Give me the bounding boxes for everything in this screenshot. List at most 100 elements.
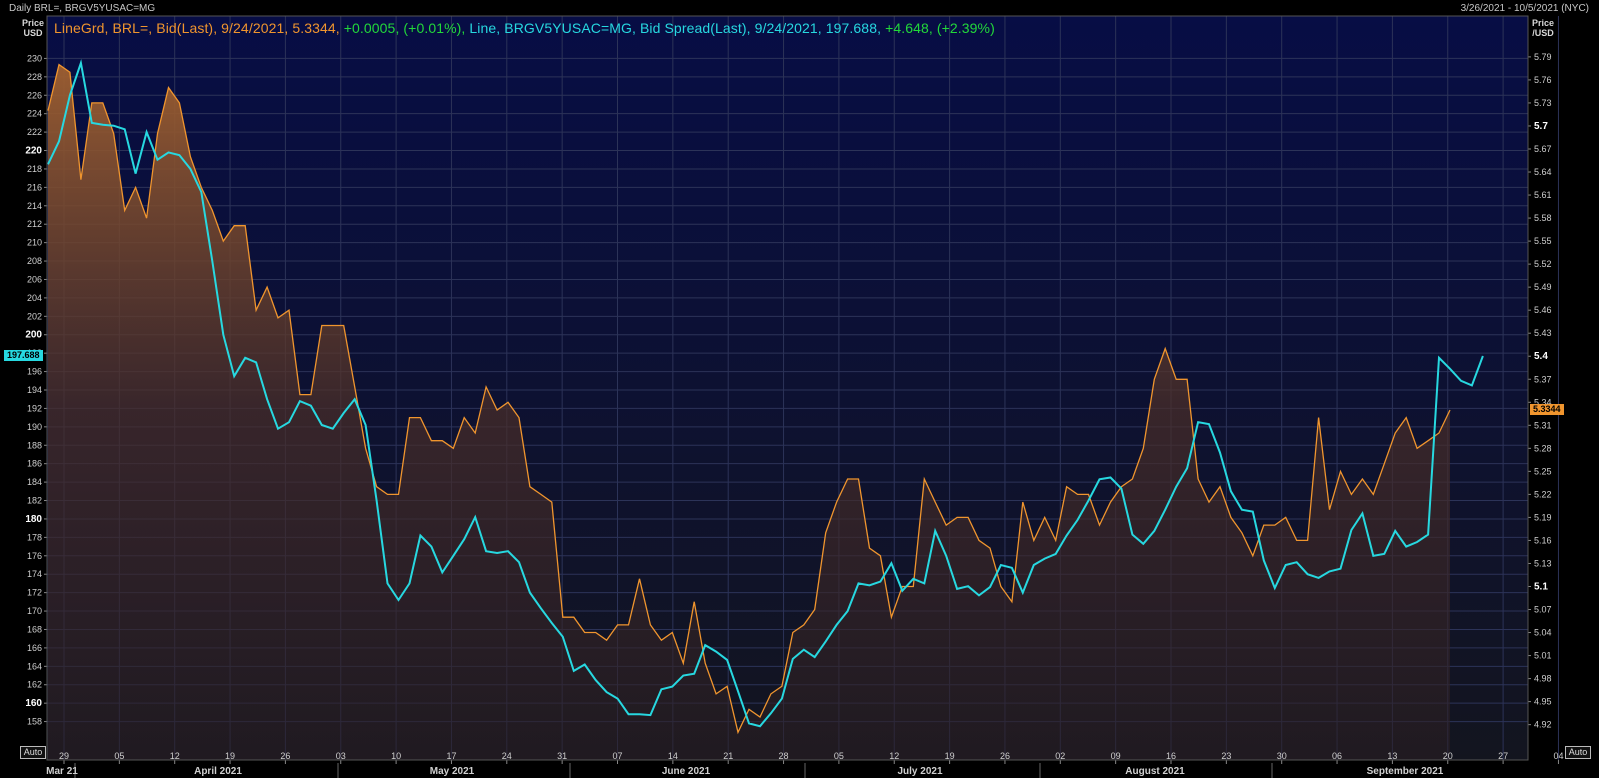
left-tick-label: 226 (27, 90, 42, 100)
right-tick-label: 5.31 (1534, 420, 1552, 430)
left-tick-label: 162 (27, 680, 42, 690)
brl-line (47, 63, 1451, 735)
legend: LineGrd, BRL=, Bid(Last), 9/24/2021, 5.3… (54, 20, 995, 36)
right-tick-label: 5.34 (1534, 397, 1552, 407)
left-tick-label: 228 (27, 72, 42, 82)
x-tick-label: 26 (280, 751, 290, 761)
left-tick-label: 178 (27, 532, 42, 542)
left-tick-label: 206 (27, 274, 42, 284)
left-tick-label: 194 (27, 385, 42, 395)
right-tick-label: 5.16 (1534, 535, 1552, 545)
left-tick-label: 188 (27, 440, 42, 450)
x-tick-label: 06 (1332, 751, 1342, 761)
window-title: Daily BRL=, BRGV5YUSAC=MG (9, 3, 156, 14)
x-tick-label: 02 (1055, 751, 1065, 761)
month-label: April 2021 (194, 766, 242, 777)
right-tick-label: 5.07 (1534, 605, 1552, 615)
left-axis-ticks: 158 160 162 164 166 168 170 172 174 176 178 180 182 1… (25, 53, 47, 727)
left-tick-label: 170 (27, 606, 42, 616)
right-tick-label: 5.67 (1534, 144, 1552, 154)
x-tick-label: 31 (557, 751, 567, 761)
left-tick-label: 180 (25, 514, 42, 525)
x-axis-ticks: 29 05 12 19 26 03 10 17 24 31 07 14 21 28 05 12 19 26 02 09… (59, 751, 1563, 764)
x-tick-label: 14 (668, 751, 678, 761)
auto-scale-left-button[interactable]: Auto (20, 746, 46, 759)
brl-area-fill (48, 64, 1450, 761)
left-tick-label: 190 (27, 422, 42, 432)
title-bar: Daily BRL=, BRGV5YUSAC=MG 3/26/2021 - 10… (0, 0, 1599, 16)
x-tick-label: 17 (446, 751, 456, 761)
right-tick-label: 5.28 (1534, 443, 1552, 453)
right-tick-label: 4.98 (1534, 674, 1552, 684)
x-tick-label: 13 (1387, 751, 1397, 761)
left-tick-label: 214 (27, 201, 42, 211)
brl-area (48, 64, 1450, 761)
right-tick-label: 5.13 (1534, 558, 1552, 568)
right-tick-label: 5.19 (1534, 512, 1552, 522)
right-tick-label: 5.58 (1534, 213, 1552, 223)
x-tick-label: 26 (1000, 751, 1010, 761)
x-tick-label: 30 (1277, 751, 1287, 761)
right-tick-label: 4.95 (1534, 697, 1552, 707)
month-label: August 2021 (1125, 766, 1185, 777)
x-tick-label: 04 (1553, 751, 1563, 761)
left-tick-label: 208 (27, 256, 42, 266)
right-axis-label: Price /USD (1532, 18, 1554, 38)
left-tick-label: 164 (27, 661, 42, 671)
x-tick-label: 19 (945, 751, 955, 761)
left-axis-label-line2: USD (23, 28, 43, 38)
left-axis-label-line1: Price (22, 18, 45, 28)
legend-series-spread: Line, BRGV5YUSAC=MG, Bid Spread(Last), 9… (469, 20, 882, 36)
legend-series-spread-change: +4.648, (+2.39%) (885, 20, 995, 36)
left-tick-label: 216 (27, 182, 42, 192)
x-tick-label: 10 (391, 751, 401, 761)
right-tick-label: 5.43 (1534, 328, 1552, 338)
auto-scale-right-button[interactable]: Auto (1565, 746, 1591, 759)
x-tick-label: 21 (723, 751, 733, 761)
left-tick-label: 160 (25, 698, 42, 709)
x-tick-label: 23 (1221, 751, 1231, 761)
left-tick-label: 210 (27, 238, 42, 248)
left-tick-label: 192 (27, 403, 42, 413)
right-tick-label: 5.37 (1534, 374, 1552, 384)
x-tick-label: 24 (502, 751, 512, 761)
right-tick-label: 5.01 (1534, 651, 1552, 661)
right-axis-ticks: 4.92 4.95 4.98 5.01 5.04 5.07 5.1 5.13 5.16 5.19 5… (1528, 52, 1552, 730)
right-tick-label: 5.04 (1534, 628, 1552, 638)
right-tick-label: 5.46 (1534, 305, 1552, 315)
x-tick-label: 05 (834, 751, 844, 761)
x-tick-label: 20 (1443, 751, 1453, 761)
date-range: 3/26/2021 - 10/5/2021 (NYC) (1460, 3, 1589, 14)
last-value-tag-right: 5.3344 (1530, 403, 1564, 415)
x-tick-label: 16 (1166, 751, 1176, 761)
right-tick-label: 5.79 (1534, 52, 1552, 62)
x-tick-label: 07 (612, 751, 622, 761)
right-tick-label: 5.52 (1534, 259, 1552, 269)
x-tick-label: 05 (114, 751, 124, 761)
right-tick-label: 5.25 (1534, 466, 1552, 476)
left-tick-label: 224 (27, 109, 42, 119)
legend-series-brl: LineGrd, BRL=, Bid(Last), 9/24/2021, 5.3… (54, 20, 340, 36)
right-axis-label-line1: Price (1532, 18, 1555, 28)
legend-series-brl-change: +0.0005, (+0.01%), (343, 20, 466, 36)
left-tick-label: 212 (27, 219, 42, 229)
month-label: June 2021 (662, 766, 711, 777)
month-label: May 2021 (430, 766, 475, 777)
x-tick-label: 12 (889, 751, 899, 761)
left-tick-label: 176 (27, 551, 42, 561)
left-tick-label: 196 (27, 367, 42, 377)
left-tick-label: 222 (27, 127, 42, 137)
spread-line (47, 59, 1484, 728)
left-tick-label: 186 (27, 459, 42, 469)
right-tick-label: 5.4 (1534, 351, 1548, 362)
x-tick-label: 19 (225, 751, 235, 761)
left-tick-label: 174 (27, 569, 42, 579)
left-tick-label: 202 (27, 311, 42, 321)
right-tick-label: 5.49 (1534, 282, 1552, 292)
right-axis-label-line2: /USD (1532, 28, 1554, 38)
x-tick-label: 12 (170, 751, 180, 761)
month-label: July 2021 (897, 766, 942, 777)
left-tick-label: 200 (25, 330, 42, 341)
right-tick-label: 5.61 (1534, 190, 1552, 200)
